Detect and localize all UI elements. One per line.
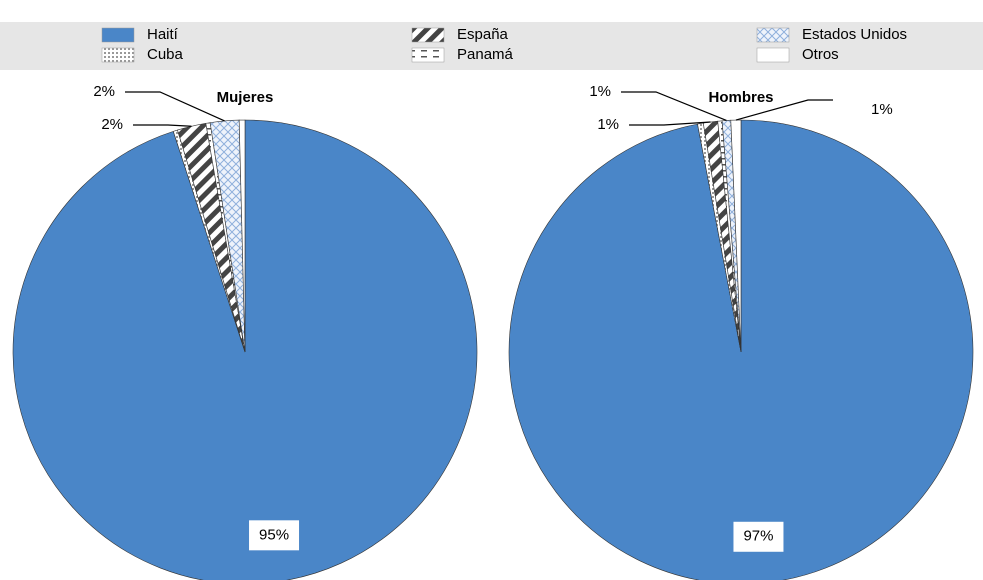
leader-line xyxy=(621,91,727,122)
pie-title: Mujeres xyxy=(217,89,274,106)
data-label: 2% xyxy=(93,83,115,100)
legend-swatch xyxy=(756,27,790,43)
leader-line xyxy=(629,121,711,126)
data-label-box xyxy=(733,521,784,552)
legend-label: Haití xyxy=(147,26,179,43)
data-label: 97% xyxy=(743,528,773,545)
pie-slice xyxy=(730,119,742,353)
legend-label: Panamá xyxy=(457,46,514,63)
legend-label: Otros xyxy=(802,46,839,63)
pie-slice xyxy=(238,119,246,353)
legend-label: España xyxy=(457,26,509,43)
leader-line xyxy=(133,124,192,127)
pie-title: Hombres xyxy=(708,89,773,106)
legend-label: Estados Unidos xyxy=(802,26,907,43)
data-label: 95% xyxy=(259,526,289,543)
data-label-box xyxy=(249,520,300,551)
legend-swatch xyxy=(411,47,445,63)
legend-box xyxy=(0,22,983,70)
data-label: 1% xyxy=(597,116,619,133)
legend-swatch xyxy=(101,47,135,63)
leader-line xyxy=(125,91,225,122)
data-label: 1% xyxy=(871,101,893,118)
legend-label: Cuba xyxy=(147,46,184,63)
data-label: 2% xyxy=(101,116,123,133)
legend-swatch xyxy=(756,47,790,63)
legend-swatch xyxy=(101,27,135,43)
leader-line xyxy=(735,99,833,121)
data-label: 1% xyxy=(589,83,611,100)
data-label-group: 97% xyxy=(733,521,784,552)
data-label-group: 95% xyxy=(249,520,300,551)
legend-swatch xyxy=(411,27,445,43)
